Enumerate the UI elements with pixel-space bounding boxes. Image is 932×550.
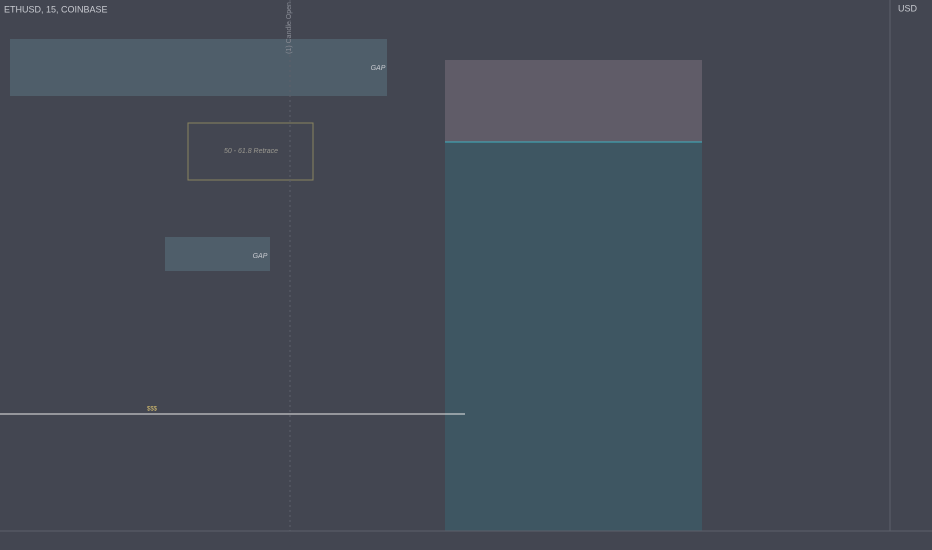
gap-zone xyxy=(10,39,387,96)
symbol: ETHUSD, 15, COINBASE xyxy=(4,4,108,14)
target-zone xyxy=(445,142,702,531)
price-axis xyxy=(890,0,932,550)
gap-label: GAP xyxy=(253,253,268,260)
retrace-label: 50 - 61.8 Retrace xyxy=(224,148,278,155)
liquidity-label: $$$ xyxy=(147,407,158,413)
currency: USD xyxy=(898,3,918,13)
gap-label: GAP xyxy=(371,65,386,72)
gap-zone xyxy=(165,237,270,271)
stop-zone xyxy=(445,60,702,142)
retrace-box xyxy=(187,122,314,181)
candle-open-label: (1) Candle Open xyxy=(286,2,293,54)
